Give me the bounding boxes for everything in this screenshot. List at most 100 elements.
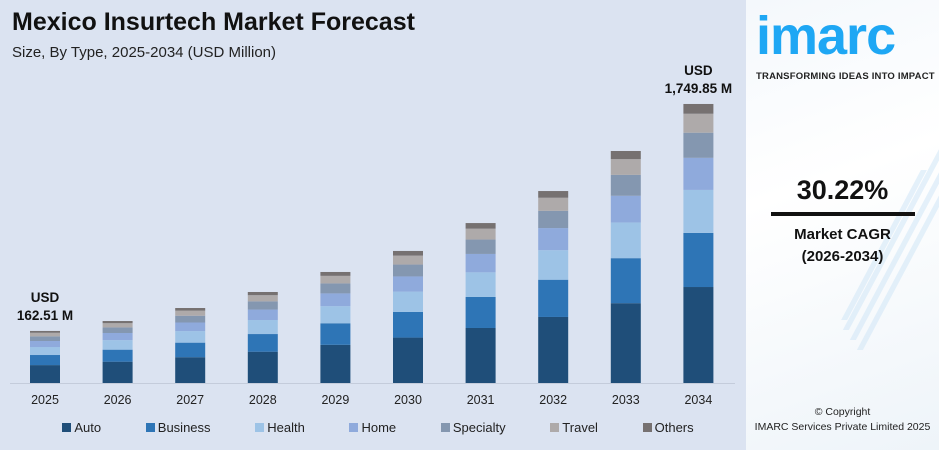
chart-subtitle: Size, By Type, 2025-2034 (USD Million) [12,44,277,61]
bar-segment-travel-2034 [683,113,714,133]
cagr-value: 30.22% [796,175,889,205]
bar-segment-specialty-2032 [538,210,569,229]
chart-title: Mexico Insurtech Market Forecast [12,8,415,36]
bar-segment-auto-2027 [175,357,206,383]
bar-segment-business-2028 [247,334,278,352]
bar-segment-business-2031 [465,296,496,328]
legend-item-travel: Travel [550,420,598,435]
legend-item-health: Health [255,420,305,435]
bar-segment-home-2030 [393,276,423,292]
value-annotation-amount: 1,749.85 M [665,81,733,96]
legend-item-home: Home [349,420,396,435]
bar-segment-others-2027 [175,308,206,311]
legend-swatch [62,423,72,432]
bar-segment-home-2026 [102,332,133,341]
bar-segment-travel-2029 [320,275,351,284]
cagr-divider [771,212,915,216]
bar-segment-travel-2028 [247,295,278,302]
bar-segment-auto-2031 [465,327,496,383]
x-tick-label: 2028 [249,393,277,407]
bar-segment-specialty-2031 [465,239,496,254]
bar-segment-specialty-2026 [102,327,133,333]
bar-segment-others-2030 [393,250,423,256]
x-tick-label: 2027 [176,393,204,407]
value-annotation-currency: USD [31,290,60,305]
bar-segment-specialty-2028 [247,301,278,310]
bar-segment-others-2033 [610,150,641,160]
bar-segment-auto-2030 [393,337,423,383]
x-tick-label: 2029 [321,393,349,407]
bar-segment-others-2032 [538,191,569,198]
bar-segment-business-2033 [610,258,641,304]
bar-segment-travel-2033 [610,159,641,175]
company-name: IMARC Services Private Limited 2025 [754,421,931,433]
bar-segment-health-2026 [102,340,133,350]
legend-label: Specialty [452,420,506,435]
bar-segment-specialty-2025 [30,336,60,342]
bar-segment-specialty-2029 [320,283,351,294]
bar-segment-home-2027 [175,322,206,332]
x-tick-label: 2034 [684,393,712,407]
brand-panel: imarc TRANSFORMING IDEAS INTO IMPACT 30.… [746,0,939,450]
bar-segment-others-2029 [320,271,351,276]
bar-segment-travel-2032 [538,197,569,211]
bar-segment-specialty-2033 [610,174,641,196]
legend-label: Travel [562,420,598,435]
bar-segment-health-2034 [683,189,714,233]
bar-segment-home-2034 [683,157,714,190]
bar-segment-others-2025 [30,330,60,333]
legend-item-others: Others [642,420,694,435]
bar-segment-home-2031 [465,253,496,273]
value-annotation-currency: USD [684,63,713,78]
cagr-period: (2026-2034) [801,248,884,265]
logo-tagline: TRANSFORMING IDEAS INTO IMPACT [756,71,935,82]
bar-segment-health-2033 [610,222,641,259]
legend-label: Business [157,420,211,435]
bar-segment-travel-2030 [393,255,423,265]
bar-segment-business-2026 [102,349,133,362]
bar-segment-specialty-2034 [683,132,714,158]
bar-segment-others-2026 [102,321,133,324]
bar-segment-auto-2033 [610,303,641,383]
legend-swatch [349,423,359,432]
legend-label: Auto [74,420,102,435]
bar-segment-business-2034 [683,232,714,288]
bar-segment-health-2032 [538,250,569,280]
bar-segment-health-2028 [247,320,278,335]
legend-swatch [642,423,652,432]
chart-panel: Mexico Insurtech Market Forecast Size, B… [0,0,746,450]
legend-label: Health [267,420,305,435]
bar-segment-health-2031 [465,272,496,297]
bar-segment-auto-2032 [538,316,569,383]
legend-swatch [255,423,265,432]
x-tick-label: 2032 [539,393,567,407]
legend-label: Others [654,420,694,435]
x-tick-label: 2031 [467,393,495,407]
bar-segment-health-2030 [393,291,423,312]
bar-segment-home-2028 [247,309,278,321]
bar-segment-business-2027 [175,342,206,358]
legend-swatch [145,423,155,432]
x-tick-label: 2030 [394,393,422,407]
x-tick-label: 2026 [104,393,132,407]
x-tick-label: 2033 [612,393,640,407]
bar-segment-specialty-2030 [393,264,423,277]
bar-segment-health-2027 [175,331,206,343]
bar-segment-home-2032 [538,228,569,251]
stacked-bar-chart: 2025 2026 2027 2028 2029 2030 2031 2032 2033 2034… [10,63,735,407]
bar-segment-auto-2028 [247,351,278,383]
bar-segment-auto-2029 [320,344,351,383]
bar-segment-others-2028 [247,291,278,296]
imarc-logo: imarc [756,6,896,66]
value-annotation-amount: 162.51 M [17,308,73,323]
legend-swatch [550,423,560,432]
bar-segment-business-2025 [30,355,60,366]
bar-segment-others-2031 [465,223,496,229]
copyright: © Copyright [814,406,871,418]
bar-segment-others-2034 [683,103,714,114]
legend-swatch [440,423,450,432]
bar-segment-business-2029 [320,323,351,345]
bar-segment-home-2025 [30,341,60,348]
legend-label: Home [361,420,397,435]
x-tick-label: 2025 [31,393,59,407]
